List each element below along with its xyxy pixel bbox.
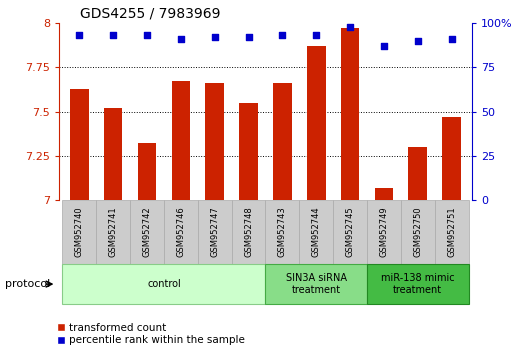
Bar — [104, 108, 123, 200]
Bar — [137, 143, 156, 200]
Text: GSM952746: GSM952746 — [176, 206, 185, 257]
Text: GSM952745: GSM952745 — [346, 206, 354, 257]
Bar — [374, 188, 393, 200]
Text: protocol: protocol — [5, 279, 50, 289]
Point — [413, 38, 422, 44]
Text: miR-138 mimic
treatment: miR-138 mimic treatment — [381, 273, 455, 295]
Text: GSM952743: GSM952743 — [278, 206, 287, 257]
Point — [278, 33, 286, 38]
Text: GSM952748: GSM952748 — [244, 206, 253, 257]
Bar — [367, 264, 468, 304]
Bar — [442, 117, 461, 200]
Point — [380, 43, 388, 49]
Bar — [266, 264, 367, 304]
Point — [245, 34, 253, 40]
Text: GSM952741: GSM952741 — [109, 206, 117, 257]
Text: GSM952747: GSM952747 — [210, 206, 219, 257]
Text: SIN3A siRNA
treatment: SIN3A siRNA treatment — [286, 273, 347, 295]
Bar — [164, 200, 198, 264]
Bar — [408, 147, 427, 200]
Bar — [70, 88, 89, 200]
Text: GSM952751: GSM952751 — [447, 206, 456, 257]
Point — [447, 36, 456, 42]
Bar — [63, 200, 96, 264]
Bar — [96, 200, 130, 264]
Text: GSM952740: GSM952740 — [75, 206, 84, 257]
Bar — [130, 200, 164, 264]
Text: GDS4255 / 7983969: GDS4255 / 7983969 — [80, 6, 220, 21]
Bar — [307, 46, 326, 200]
Point — [211, 34, 219, 40]
Legend: transformed count, percentile rank within the sample: transformed count, percentile rank withi… — [56, 322, 245, 345]
Bar — [333, 200, 367, 264]
Bar — [63, 264, 266, 304]
Bar — [299, 200, 333, 264]
Text: control: control — [147, 279, 181, 289]
Point — [75, 33, 84, 38]
Bar — [341, 28, 360, 200]
Bar — [205, 83, 224, 200]
Bar — [239, 103, 258, 200]
Bar — [171, 81, 190, 200]
Bar — [273, 83, 292, 200]
Bar — [232, 200, 266, 264]
Bar — [367, 200, 401, 264]
Point — [109, 33, 117, 38]
Bar — [435, 200, 468, 264]
Text: GSM952742: GSM952742 — [143, 206, 151, 257]
Point — [346, 24, 354, 29]
Point — [177, 36, 185, 42]
Text: GSM952749: GSM952749 — [380, 206, 388, 257]
Bar — [401, 200, 435, 264]
Text: GSM952750: GSM952750 — [413, 206, 422, 257]
Bar — [198, 200, 232, 264]
Point — [312, 33, 320, 38]
Bar — [266, 200, 299, 264]
Point — [143, 33, 151, 38]
Text: GSM952744: GSM952744 — [312, 206, 321, 257]
